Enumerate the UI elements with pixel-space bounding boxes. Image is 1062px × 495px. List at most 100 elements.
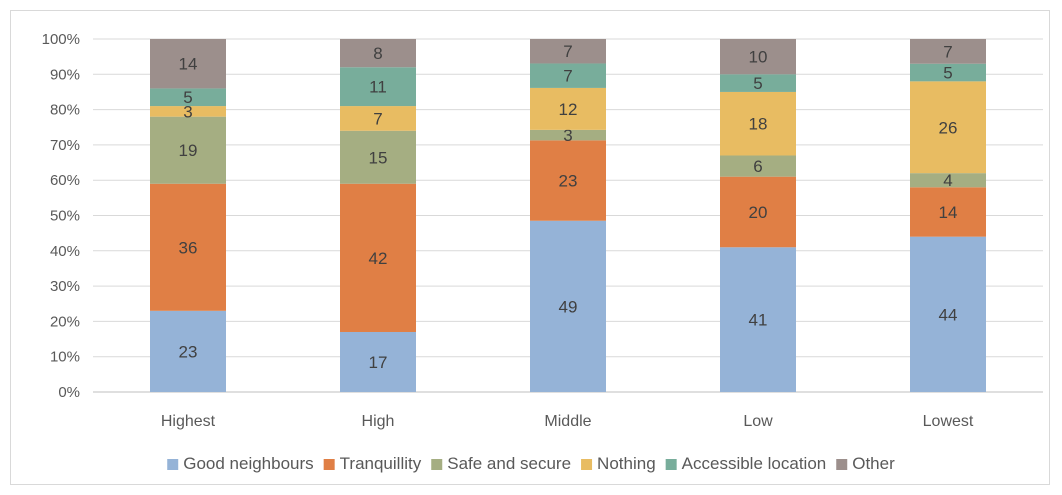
data-label: 8 [373, 44, 382, 63]
data-label: 15 [369, 148, 388, 167]
data-label: 26 [939, 118, 958, 137]
stacked-bar-chart: 0%10%20%30%40%50%60%70%80%90%100% 233619… [42, 31, 1043, 473]
bar-segment [150, 310, 226, 392]
y-tick-label: 60% [50, 172, 80, 189]
data-label: 7 [563, 42, 572, 61]
bar-segment [150, 106, 226, 117]
data-label: 4 [943, 171, 952, 190]
bar-segment [340, 331, 416, 392]
legend-item: Nothing [581, 454, 656, 473]
legend-label: Good neighbours [183, 454, 313, 473]
y-tick-label: 40% [50, 243, 80, 260]
legend-swatch [323, 459, 335, 470]
data-label: 14 [179, 55, 198, 74]
data-label: 5 [753, 74, 762, 93]
bar-segment [910, 81, 986, 174]
category-label: High [362, 413, 395, 430]
data-label: 44 [939, 305, 958, 324]
bar-segment [910, 236, 986, 392]
y-tick-label: 70% [50, 137, 80, 154]
data-label: 10 [749, 48, 768, 67]
y-tick-label: 80% [50, 102, 80, 119]
data-label: 12 [559, 100, 578, 119]
data-label: 6 [753, 157, 762, 176]
legend-item: Other [836, 454, 895, 473]
bar-segment [530, 39, 606, 64]
bar-segment [720, 155, 796, 177]
bar-segment [530, 87, 606, 130]
y-tick-label: 20% [50, 313, 80, 330]
legend-swatch [665, 459, 677, 470]
data-label: 18 [749, 115, 768, 134]
data-label: 20 [749, 203, 768, 222]
category-label: Lowest [923, 413, 974, 430]
bar-segment [150, 39, 226, 89]
legend-item: Tranquillity [323, 454, 422, 473]
y-tick-label: 10% [50, 349, 80, 366]
bar-segment [530, 220, 606, 392]
data-label: 7 [373, 109, 382, 128]
legend-swatch [581, 459, 593, 470]
data-label: 17 [369, 353, 388, 372]
data-label: 19 [179, 141, 198, 160]
legend-label: Other [852, 454, 895, 473]
legend-swatch [167, 459, 179, 470]
bar-segment [150, 183, 226, 311]
legend-label: Safe and secure [447, 454, 571, 473]
data-label: 5 [943, 64, 952, 83]
bar-segment [910, 173, 986, 188]
bar-segment [340, 67, 416, 107]
x-axis-categories: Highest High Middle Low Lowest [161, 413, 974, 430]
y-tick-label: 100% [42, 31, 80, 48]
bar-segment [910, 39, 986, 64]
y-axis-ticks: 0% 10% 20% 30% 40% 50% 60% 70% 80% 90% 100% [42, 31, 80, 401]
legend-item: Good neighbours [167, 454, 314, 473]
data-label: 7 [943, 42, 952, 61]
bar-segment [720, 247, 796, 392]
legend-label: Nothing [597, 454, 656, 473]
legend-swatch [836, 459, 848, 470]
legend-label: Accessible location [682, 454, 827, 473]
bar-segment [340, 106, 416, 131]
bar-segment [340, 39, 416, 68]
bar-segment [720, 91, 796, 156]
data-label: 7 [563, 67, 572, 86]
bar-segment [340, 183, 416, 332]
data-label: 41 [749, 311, 768, 330]
bar-segment [720, 39, 796, 75]
legend: Good neighbours Tranquillity Safe and secu… [167, 454, 895, 473]
bar-segment [150, 116, 226, 184]
data-label: 23 [179, 342, 198, 361]
data-label: 5 [183, 88, 192, 107]
y-tick-label: 50% [50, 208, 80, 225]
data-label: 49 [559, 297, 578, 316]
bar-segment [530, 140, 606, 221]
bar-segment [910, 63, 986, 82]
data-label: 3 [183, 102, 192, 121]
data-label: 3 [563, 126, 572, 145]
bar-segment [910, 187, 986, 237]
bar-segment [530, 129, 606, 141]
data-label: 36 [179, 238, 198, 257]
data-label: 42 [369, 249, 388, 268]
y-tick-label: 90% [50, 66, 80, 83]
bars: 2336193514174215711849233127741206185104… [150, 39, 986, 392]
category-label: Low [743, 413, 773, 430]
data-label: 14 [939, 203, 958, 222]
data-label: 11 [369, 78, 387, 97]
legend-item: Accessible location [665, 454, 827, 473]
bar-segment [720, 74, 796, 92]
chart-frame: 0% 10% 20% 30% 40% 50% 60% 70% 80% 90% 100% 23 36 19… [10, 10, 1050, 485]
legend-label: Tranquillity [340, 454, 422, 473]
bar-segment [150, 88, 226, 107]
category-label: Highest [161, 413, 216, 430]
bar-segment [720, 176, 796, 248]
y-tick-label: 0% [58, 384, 80, 401]
data-label: 23 [559, 172, 578, 191]
bar-segment [340, 130, 416, 184]
y-tick-label: 30% [50, 278, 80, 295]
legend-item: Safe and secure [431, 454, 571, 473]
legend-swatch [431, 459, 443, 470]
category-label: Middle [544, 413, 591, 430]
bar-segment [530, 63, 606, 88]
